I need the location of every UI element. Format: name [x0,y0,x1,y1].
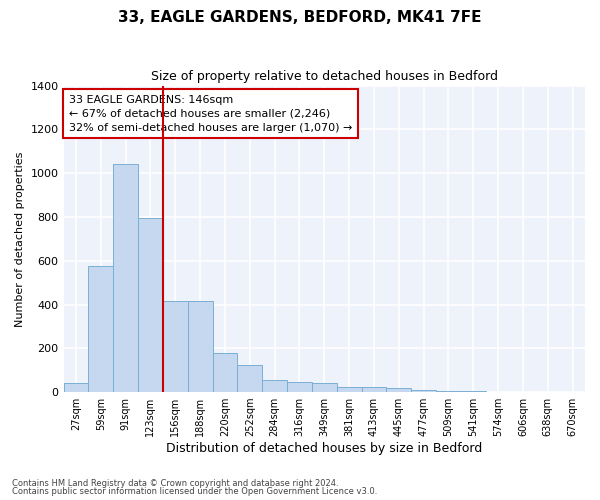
Text: 33, EAGLE GARDENS, BEDFORD, MK41 7FE: 33, EAGLE GARDENS, BEDFORD, MK41 7FE [118,10,482,25]
Bar [188,301,212,392]
Bar [411,390,436,392]
Bar [138,218,163,392]
Bar [262,380,287,392]
Bar [287,382,312,392]
Bar [386,388,411,392]
Bar [312,383,337,392]
Bar [113,164,138,392]
Text: Contains HM Land Registry data © Crown copyright and database right 2024.: Contains HM Land Registry data © Crown c… [12,478,338,488]
Bar [238,364,262,392]
Bar [64,384,88,392]
X-axis label: Distribution of detached houses by size in Bedford: Distribution of detached houses by size … [166,442,482,455]
Title: Size of property relative to detached houses in Bedford: Size of property relative to detached ho… [151,70,498,83]
Bar [88,266,113,392]
Text: 33 EAGLE GARDENS: 146sqm
← 67% of detached houses are smaller (2,246)
32% of sem: 33 EAGLE GARDENS: 146sqm ← 67% of detach… [69,95,352,133]
Text: Contains public sector information licensed under the Open Government Licence v3: Contains public sector information licen… [12,487,377,496]
Bar [362,388,386,392]
Bar [337,387,362,392]
Bar [436,391,461,392]
Bar [163,301,188,392]
Bar [212,352,238,392]
Y-axis label: Number of detached properties: Number of detached properties [15,151,25,326]
